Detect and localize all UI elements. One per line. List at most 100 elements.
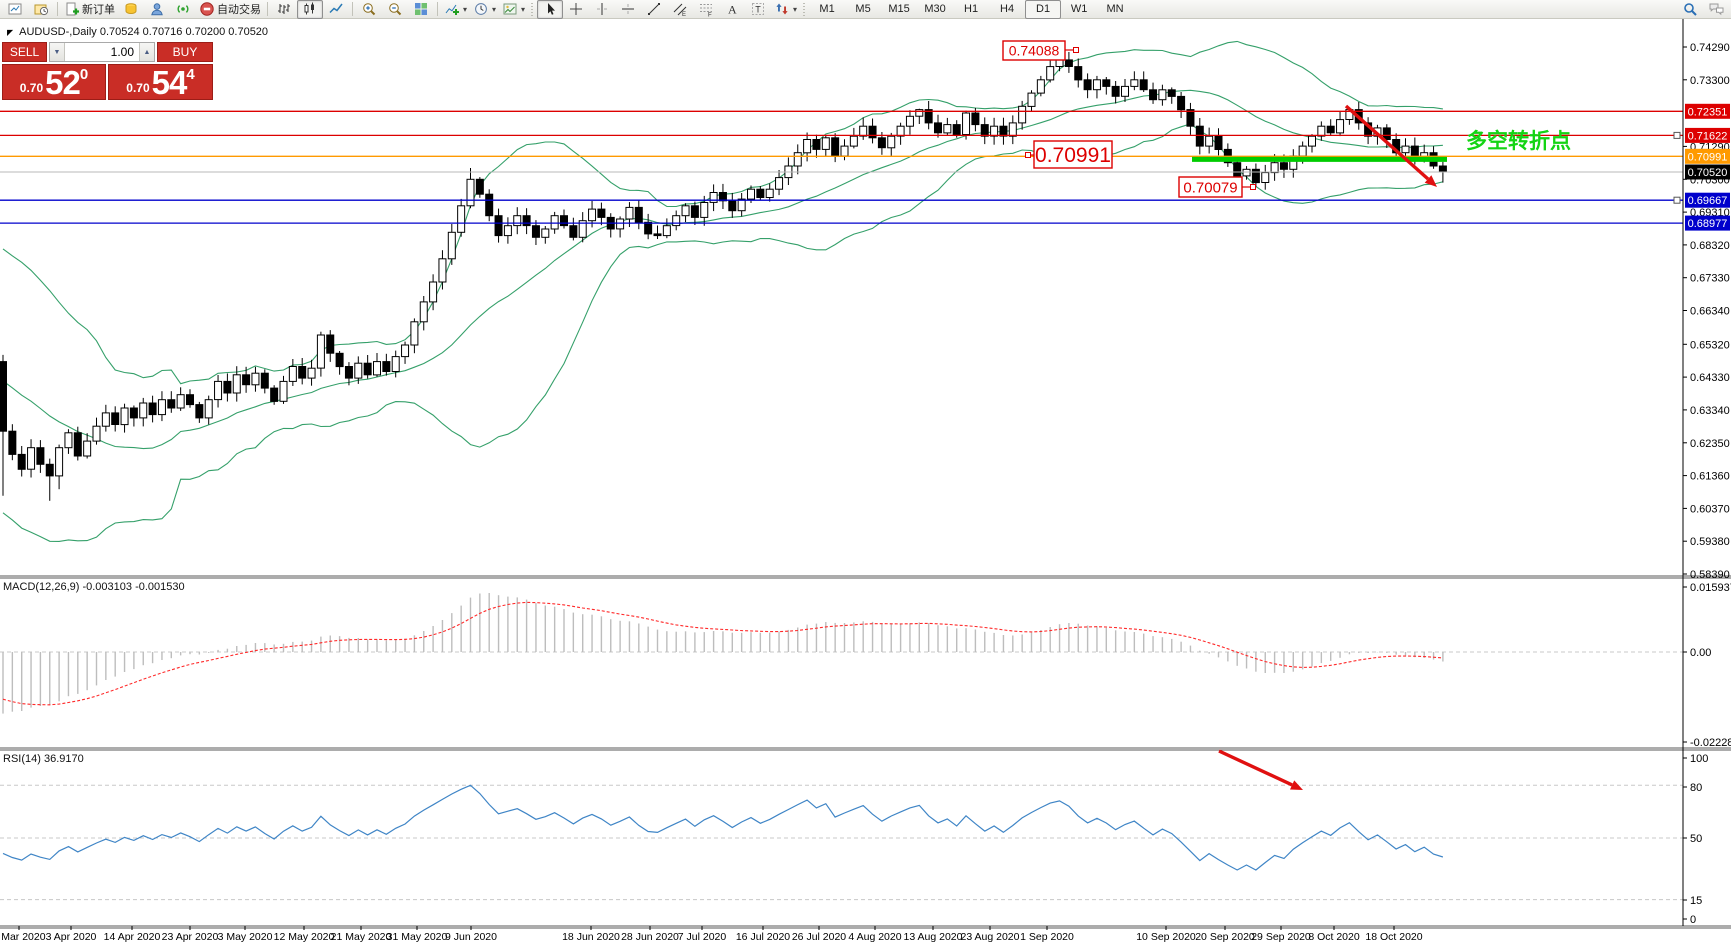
- chart-background[interactable]: [0, 19, 1731, 944]
- date-axis-label: 23 Aug 2020: [961, 931, 1020, 943]
- sell-price-big: 52: [45, 64, 81, 101]
- crosshair-tool-button[interactable]: [563, 0, 589, 19]
- toolbar-separator: [352, 2, 353, 16]
- svg-text:0.72351: 0.72351: [1688, 106, 1728, 118]
- autotrading-button[interactable]: 自动交易: [196, 0, 264, 19]
- candlestick-mode-button[interactable]: [297, 0, 323, 19]
- text-label-tool-icon: T: [752, 3, 765, 15]
- price-text-label-0.70991[interactable]: 0.70991: [1025, 140, 1113, 169]
- line-chart-mode-button[interactable]: [323, 0, 349, 19]
- arrows-tool-icon: [776, 3, 788, 15]
- price-badge-0.69667: 0.69667: [1685, 192, 1730, 208]
- downtrend-arrow[interactable]: [1344, 104, 1437, 187]
- dropdown-caret-icon[interactable]: ▾: [463, 4, 468, 14]
- line-handle[interactable]: [1673, 131, 1681, 139]
- arrows-tool-button[interactable]: ▾: [771, 0, 800, 19]
- bar-chart-mode-button[interactable]: [271, 0, 297, 19]
- cursor-tool-button[interactable]: [537, 0, 564, 19]
- price-axis-tick: 0.61360: [1690, 471, 1730, 483]
- price-text-label-0.74088[interactable]: 0.74088: [1002, 40, 1079, 61]
- trendline-tool-button[interactable]: [641, 0, 667, 19]
- price-axis-tick: 0.67330: [1690, 273, 1730, 285]
- buy-button[interactable]: BUY: [157, 42, 213, 62]
- pivot-annotation-text[interactable]: 多空转折点: [1466, 129, 1571, 153]
- equidistant-channel-tool-button[interactable]: E: [667, 0, 693, 19]
- timeframe-d1-button[interactable]: D1: [1025, 0, 1062, 19]
- periods-button[interactable]: ▾: [470, 0, 499, 19]
- price-axis-tick: 0.59380: [1690, 536, 1730, 548]
- price-axis-tick: 0.66340: [1690, 306, 1730, 318]
- volume-decrease-button[interactable]: ▼: [50, 43, 65, 61]
- volume-increase-button[interactable]: ▲: [139, 43, 154, 61]
- dropdown-caret-icon[interactable]: ▾: [521, 4, 526, 14]
- chat-button[interactable]: [1703, 0, 1729, 19]
- zoom-in-icon: [363, 3, 376, 16]
- tile-windows-button[interactable]: [408, 0, 434, 19]
- timeframe-mn-button[interactable]: MN: [1106, 3, 1124, 15]
- date-axis-label: 14 Apr 2020: [104, 931, 161, 943]
- svg-text:0.70991: 0.70991: [1688, 151, 1728, 163]
- new-order-button[interactable]: 新订单: [61, 0, 118, 19]
- buy-price-box[interactable]: 0.70 54 4: [108, 64, 213, 100]
- horizontal-line-0.71622[interactable]: [0, 131, 1683, 139]
- macd-axis-label: -0.022289: [1690, 737, 1731, 749]
- timeframe-m1-button[interactable]: M1: [819, 3, 835, 15]
- buy-price-small: 0.70: [126, 81, 150, 95]
- timeframe-w1-button[interactable]: W1: [1070, 3, 1088, 15]
- signals-button[interactable]: [170, 0, 196, 19]
- date-axis-label: 20 Sep 2020: [1195, 931, 1255, 943]
- date-axis-label: 7 Jul 2020: [678, 931, 727, 943]
- search-button[interactable]: [1677, 0, 1703, 19]
- zoom-in-button[interactable]: [356, 0, 382, 19]
- templates-button[interactable]: ▾: [499, 0, 528, 19]
- timeframe-m5-button[interactable]: M5: [855, 3, 871, 15]
- volume-value[interactable]: 1.00: [110, 45, 134, 59]
- timeframe-h4-button[interactable]: H4: [1000, 3, 1015, 15]
- line-handle[interactable]: [1673, 196, 1681, 204]
- metaeditor-icon: [125, 3, 137, 15]
- date-axis-label: 1 Sep 2020: [1020, 931, 1074, 943]
- profiles-button[interactable]: [28, 0, 54, 19]
- new-chart-button[interactable]: [2, 0, 28, 19]
- indicators-list-button[interactable]: ▾: [441, 0, 470, 19]
- indicators-list-icon: [445, 4, 459, 15]
- zoom-out-button[interactable]: [382, 0, 408, 19]
- rsi-downtrend-arrow[interactable]: [1218, 749, 1303, 790]
- equidistant-channel-tool-icon: E: [673, 3, 687, 17]
- volume-stepper[interactable]: ▼ 1.00 ▲: [49, 42, 155, 62]
- price-badge-0.68977: 0.68977: [1685, 215, 1730, 231]
- text-tool-button[interactable]: A: [719, 0, 745, 19]
- fibonacci-tool-button[interactable]: F: [693, 0, 719, 19]
- sell-button[interactable]: SELL: [2, 42, 47, 62]
- sell-price-box[interactable]: 0.70 52 0: [2, 64, 106, 100]
- dropdown-caret-icon[interactable]: ▾: [793, 4, 798, 14]
- date-axis-label: 3 May 2020: [218, 931, 273, 943]
- vertical-line-tool-button[interactable]: [589, 0, 615, 19]
- toolbar-grip[interactable]: [530, 2, 536, 16]
- horizontal-line-tool-button[interactable]: [615, 0, 641, 19]
- price-text-label-0.70079[interactable]: 0.70079: [1178, 176, 1256, 198]
- sell-price-sup: 0: [79, 66, 89, 83]
- date-axis-label: 29 Sep 2020: [1251, 931, 1311, 943]
- dropdown-caret-icon[interactable]: ▾: [492, 4, 497, 14]
- profiles-icon: [34, 4, 49, 16]
- timeframe-m30-button[interactable]: M30: [924, 3, 946, 15]
- timeframe-h1-button[interactable]: H1: [964, 3, 979, 15]
- timeframe-m15-button[interactable]: M15: [888, 3, 910, 15]
- svg-text:0.70079: 0.70079: [1183, 179, 1237, 196]
- horizontal-line-0.69667[interactable]: [0, 196, 1683, 204]
- text-label-tool-button[interactable]: T: [745, 0, 771, 19]
- templates-icon: [503, 3, 517, 15]
- toolbar-grip[interactable]: [802, 2, 808, 16]
- rsi-axis-label: 15: [1690, 895, 1702, 907]
- svg-text:T: T: [755, 5, 761, 15]
- fibonacci-tool-icon: F: [700, 4, 713, 17]
- candlestick-mode-icon: [304, 2, 314, 15]
- svg-text:0.70991: 0.70991: [1035, 144, 1111, 167]
- mql5-community-button[interactable]: [144, 0, 170, 19]
- date-axis-label: 21 May 2020: [331, 931, 392, 943]
- price-axis-tick: 0.68320: [1690, 240, 1730, 252]
- metaeditor-button[interactable]: [118, 0, 144, 19]
